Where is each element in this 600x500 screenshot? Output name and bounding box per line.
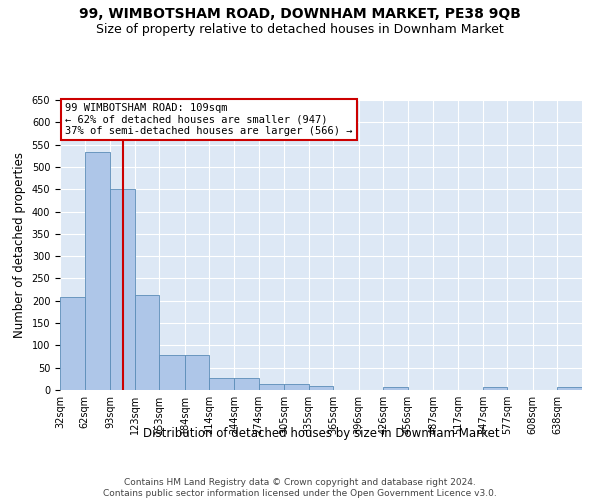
Text: 99, WIMBOTSHAM ROAD, DOWNHAM MARKET, PE38 9QB: 99, WIMBOTSHAM ROAD, DOWNHAM MARKET, PE3… bbox=[79, 8, 521, 22]
Bar bbox=[134, 296, 160, 390]
Bar bbox=[482, 387, 508, 390]
Text: Distribution of detached houses by size in Downham Market: Distribution of detached houses by size … bbox=[143, 428, 499, 440]
Text: 99 WIMBOTSHAM ROAD: 109sqm
← 62% of detached houses are smaller (947)
37% of sem: 99 WIMBOTSHAM ROAD: 109sqm ← 62% of deta… bbox=[65, 103, 353, 136]
Bar bbox=[160, 355, 185, 390]
Bar bbox=[259, 384, 284, 390]
Bar bbox=[383, 387, 408, 390]
Bar bbox=[308, 386, 334, 390]
Bar bbox=[557, 387, 582, 390]
Y-axis label: Number of detached properties: Number of detached properties bbox=[13, 152, 26, 338]
Bar bbox=[234, 378, 259, 390]
Text: Contains HM Land Registry data © Crown copyright and database right 2024.
Contai: Contains HM Land Registry data © Crown c… bbox=[103, 478, 497, 498]
Text: Size of property relative to detached houses in Downham Market: Size of property relative to detached ho… bbox=[96, 22, 504, 36]
Bar bbox=[60, 297, 85, 390]
Bar bbox=[110, 189, 134, 390]
Bar bbox=[284, 384, 308, 390]
Bar bbox=[209, 378, 234, 390]
Bar bbox=[185, 355, 209, 390]
Bar bbox=[85, 152, 110, 390]
